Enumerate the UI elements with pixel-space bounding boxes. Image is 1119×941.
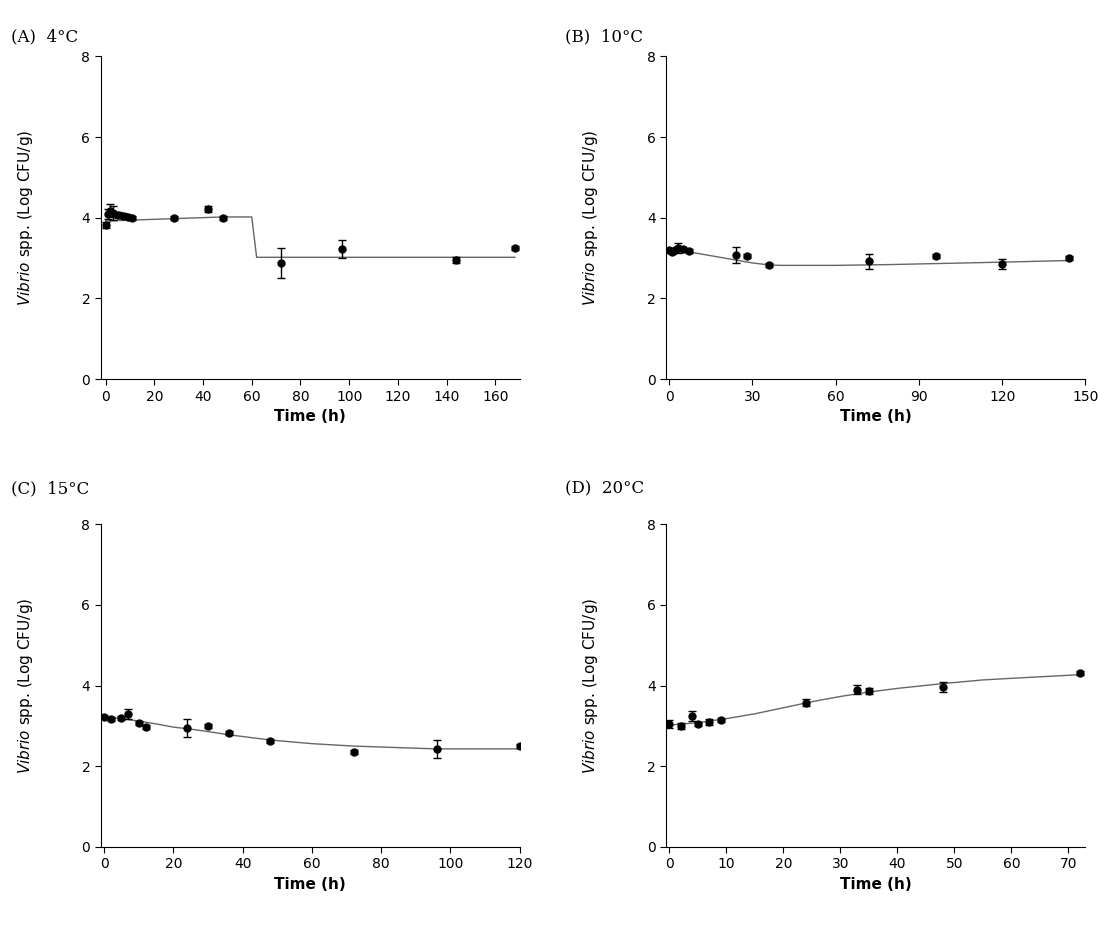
Text: $\it{Vibrio}$ spp. (Log CFU/g): $\it{Vibrio}$ spp. (Log CFU/g) [16, 130, 35, 306]
X-axis label: Time (h): Time (h) [840, 409, 912, 424]
Text: (A)  4°C: (A) 4°C [11, 28, 78, 45]
Text: (B)  10°C: (B) 10°C [565, 28, 643, 45]
X-axis label: Time (h): Time (h) [274, 409, 346, 424]
X-axis label: Time (h): Time (h) [840, 877, 912, 892]
Text: (C)  15°C: (C) 15°C [11, 480, 90, 497]
X-axis label: Time (h): Time (h) [274, 877, 346, 892]
Text: $\it{Vibrio}$ spp. (Log CFU/g): $\it{Vibrio}$ spp. (Log CFU/g) [582, 130, 601, 306]
Text: (D)  20°C: (D) 20°C [565, 480, 645, 497]
Text: $\it{Vibrio}$ spp. (Log CFU/g): $\it{Vibrio}$ spp. (Log CFU/g) [582, 598, 601, 774]
Text: $\it{Vibrio}$ spp. (Log CFU/g): $\it{Vibrio}$ spp. (Log CFU/g) [16, 598, 35, 774]
